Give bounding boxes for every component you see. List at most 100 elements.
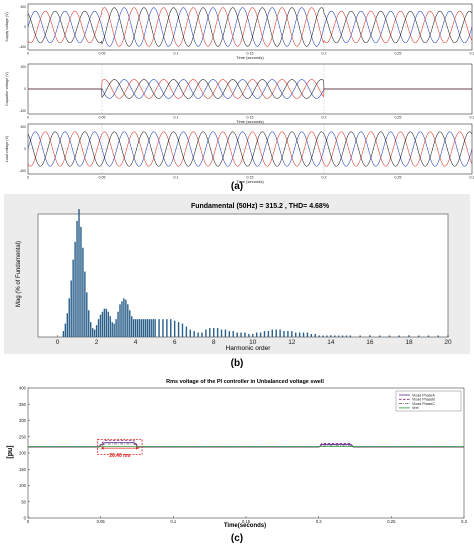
harmonic-bar — [359, 335, 361, 337]
harmonic-bar — [418, 335, 420, 337]
harmonic-bar — [263, 331, 266, 337]
y-axis-label: Load voltage (V) — [5, 136, 9, 162]
y-tick-label: 350 — [19, 402, 27, 407]
harmonic-bar — [84, 271, 86, 337]
x-tick-label: 0 — [56, 339, 60, 346]
x-tick-label: 0.15 — [247, 176, 254, 180]
harmonic-bar — [310, 334, 313, 337]
harmonic-bar — [74, 241, 76, 337]
x-tick-label: 10 — [249, 339, 257, 346]
x-tick-label: 0.1 — [170, 519, 176, 524]
harmonic-bar — [209, 328, 211, 337]
harmonic-bar — [271, 329, 273, 337]
harmonic-bar — [99, 314, 102, 337]
harmonic-bar — [279, 329, 281, 337]
harmonic-bar — [131, 316, 133, 337]
duration-annotation: 26.40 ms — [109, 453, 130, 459]
harmonic-bar — [236, 332, 238, 337]
harmonic-bar — [158, 319, 160, 337]
harmonic-bar — [318, 335, 320, 337]
y-tick-label: -100 — [19, 109, 26, 113]
harmonic-bar — [132, 319, 135, 337]
harmonic-bar — [201, 332, 203, 337]
x-tick-label: 0.15 — [247, 52, 254, 56]
waveform-series-0 — [27, 7, 473, 47]
y-tick-label: 300 — [19, 418, 27, 423]
harmonic-bar — [378, 335, 381, 337]
harmonic-bar — [244, 332, 246, 337]
harmonic-bar — [97, 319, 100, 337]
harmonic-bar — [216, 328, 219, 337]
harmonic-bar — [408, 335, 410, 337]
harmonic-bar — [88, 310, 90, 337]
x-tick-label: 0.1 — [174, 116, 179, 120]
arrow-head-left — [100, 446, 104, 450]
x-tick-label: 0.3 — [461, 519, 467, 524]
harmonic-bar — [70, 280, 72, 337]
y-axis-label: Supply voltage (V) — [5, 12, 9, 41]
harmonic-bar — [181, 323, 184, 337]
harmonic-bar — [334, 335, 336, 337]
harmonic-bar — [166, 319, 168, 337]
harmonic-bar — [177, 322, 180, 338]
y-tick-label: 150 — [19, 467, 27, 472]
y-tick-label: 400 — [19, 386, 27, 391]
harmonic-bar — [232, 331, 234, 337]
spectrum-frame — [37, 213, 449, 338]
harmonic-bar — [66, 313, 68, 337]
harmonic-bar — [267, 331, 270, 337]
harmonic-bar — [240, 332, 242, 337]
harmonic-bar — [197, 332, 199, 337]
x-tick-label: 8 — [212, 339, 216, 346]
harmonic-bar — [369, 335, 371, 337]
harmonic-bar — [72, 259, 74, 337]
rms-title: Rms voltage of the PI controller in Unba… — [166, 379, 324, 385]
waveform-series-2 — [28, 79, 472, 99]
x-tick-label: 18 — [405, 339, 413, 346]
x-tick-label: 0 — [27, 116, 29, 120]
x-tick-label: 0.2 — [322, 52, 327, 56]
y-tick-label: 0 — [24, 25, 26, 29]
harmonic-bar — [111, 322, 113, 338]
harmonic-ylabel: Mag (% of Fundamental) — [16, 241, 22, 307]
harmonic-bar — [314, 334, 316, 337]
x-tick-label: 16 — [366, 339, 374, 346]
harmonic-bar — [170, 319, 172, 337]
harmonic-bar — [349, 335, 352, 337]
x-tick-label: 0.1 — [174, 176, 179, 180]
x-tick-label: 0.25 — [395, 176, 402, 180]
harmonic-bar — [228, 331, 231, 337]
x-axis-label: Time (seconds) — [236, 119, 264, 124]
harmonic-bar — [62, 331, 65, 337]
harmonic-bar — [437, 335, 439, 337]
legend-box — [395, 390, 462, 412]
harmonic-bar — [302, 332, 305, 337]
waveform-series-2 — [27, 7, 473, 47]
harmonic-bar — [154, 319, 156, 337]
harmonic-bar — [224, 329, 227, 337]
y-tick-label: 0 — [24, 147, 26, 151]
harmonic-bar — [252, 334, 254, 337]
harmonic-bar — [129, 310, 131, 337]
x-tick-label: 0.05 — [97, 519, 106, 524]
harmonic-bar — [109, 316, 111, 337]
harmonic-title: Fundamental (50Hz) = 315.2 , THD= 4.68% — [191, 203, 330, 210]
x-tick-label: 0.3 — [470, 176, 474, 180]
arrow-head-right — [136, 446, 140, 450]
harmonic-bar — [150, 319, 152, 337]
x-tick-label: 2 — [95, 339, 99, 346]
harmonic-bar — [91, 328, 94, 337]
legend-label: Vload PhaseA — [412, 393, 435, 397]
x-tick-label: 0.05 — [99, 52, 106, 56]
harmonic-bar — [259, 332, 262, 337]
rms-voltage-plot: Rms voltage of the PI controller in Unba… — [7, 379, 468, 529]
harmonic-bar — [162, 319, 164, 337]
x-tick-label: 0.25 — [395, 116, 402, 120]
harmonic-bar — [398, 335, 400, 337]
harmonic-bar — [148, 319, 150, 337]
y-tick-label: 0 — [24, 516, 27, 521]
harmonic-bar — [326, 335, 328, 337]
